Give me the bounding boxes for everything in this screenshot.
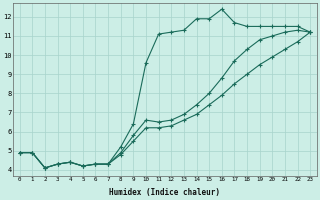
X-axis label: Humidex (Indice chaleur): Humidex (Indice chaleur)	[109, 188, 220, 197]
